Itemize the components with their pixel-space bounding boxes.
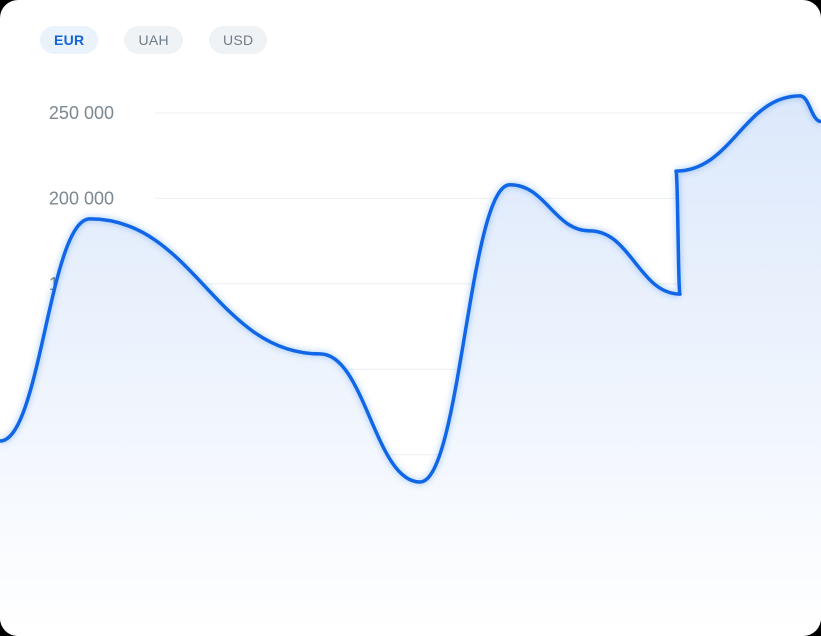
data-point[interactable] bbox=[674, 288, 686, 300]
series-area bbox=[0, 95, 821, 636]
data-point[interactable] bbox=[670, 165, 682, 177]
data-point[interactable] bbox=[584, 225, 596, 237]
tab-usd[interactable]: USD bbox=[208, 26, 268, 54]
currency-tabs: EUR UAH USD bbox=[40, 26, 268, 54]
y-tick-label: 250 000 bbox=[49, 103, 114, 123]
tab-uah[interactable]: UAH bbox=[124, 26, 183, 54]
y-tick-label: 200 000 bbox=[49, 188, 114, 208]
data-point[interactable] bbox=[314, 348, 326, 360]
data-point[interactable] bbox=[84, 213, 96, 225]
tab-eur[interactable]: EUR bbox=[40, 26, 99, 54]
series-line bbox=[0, 94, 821, 484]
data-point[interactable] bbox=[504, 179, 516, 191]
data-point[interactable] bbox=[414, 476, 426, 488]
